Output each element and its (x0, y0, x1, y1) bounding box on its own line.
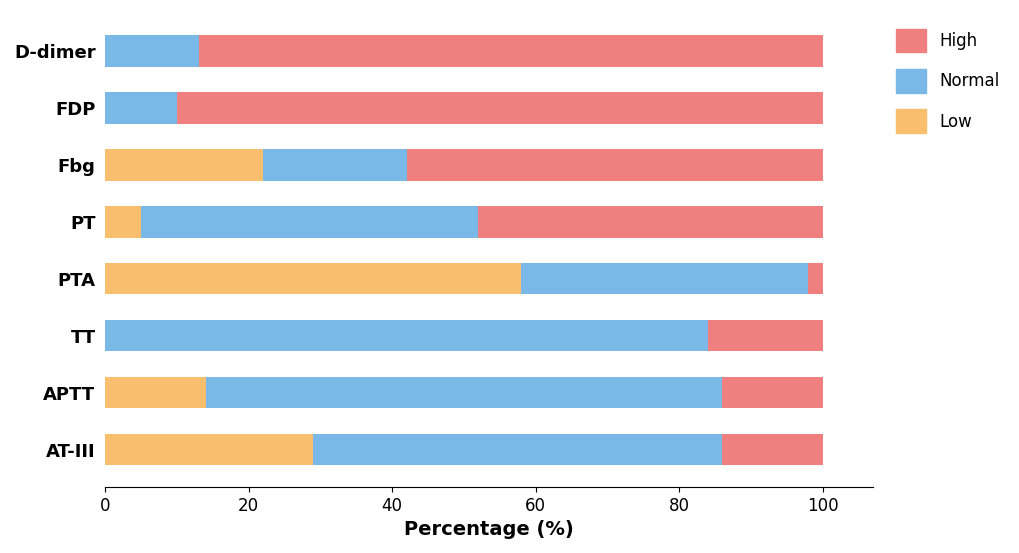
Bar (105, 92, 177, 124)
Bar (105, 35, 199, 67)
X-axis label: Percentage (%): Percentage (%) (404, 520, 574, 539)
Bar (263, 149, 407, 181)
Bar (721, 434, 822, 465)
Bar (105, 206, 141, 238)
Bar (105, 434, 313, 465)
Bar (199, 35, 822, 67)
Bar (105, 377, 206, 408)
Bar (313, 434, 721, 465)
Bar (105, 149, 263, 181)
Bar (721, 377, 822, 408)
Bar (478, 206, 822, 238)
Bar (206, 377, 721, 408)
Bar (707, 320, 822, 352)
Bar (177, 92, 822, 124)
Bar (521, 263, 808, 295)
Bar (105, 263, 521, 295)
Bar (105, 320, 707, 352)
Legend: High, Normal, Low: High, Normal, Low (889, 22, 1005, 140)
Bar (141, 206, 478, 238)
Bar (407, 149, 822, 181)
Bar (808, 263, 822, 295)
